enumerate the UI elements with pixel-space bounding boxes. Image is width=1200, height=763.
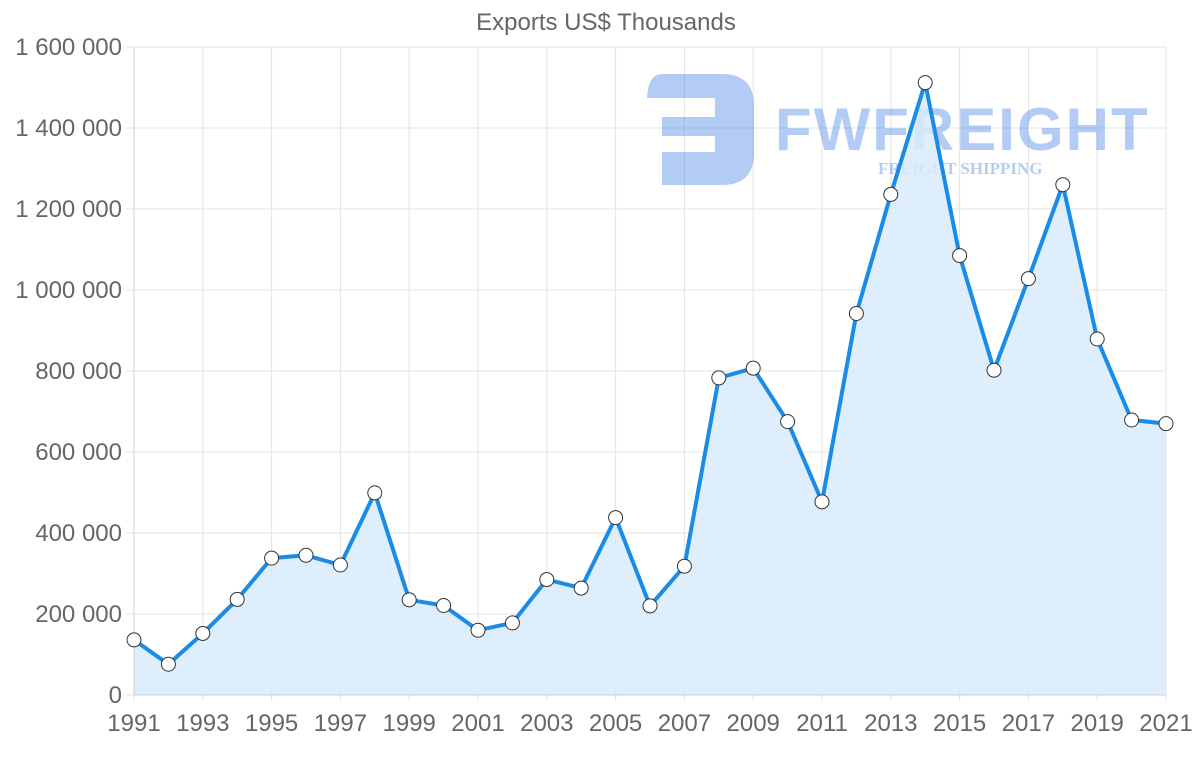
x-tick-label: 1995 — [245, 710, 298, 737]
data-point-2016[interactable] — [986, 362, 1002, 378]
data-point-2004[interactable] — [573, 580, 589, 596]
data-point-2002[interactable] — [504, 615, 520, 631]
x-tick-label: 2021 — [1139, 710, 1192, 737]
x-tick-label: 1997 — [314, 710, 367, 737]
data-point-2014[interactable] — [917, 75, 933, 91]
data-point-1997[interactable] — [332, 557, 348, 573]
x-tick-label: 2009 — [727, 710, 780, 737]
data-points — [126, 75, 1174, 672]
data-point-2019[interactable] — [1089, 331, 1105, 347]
data-point-2007[interactable] — [676, 558, 692, 574]
fwfreight-logo-icon — [647, 74, 754, 185]
data-point-1995[interactable] — [264, 550, 280, 566]
x-tick-label: 2017 — [1002, 710, 1055, 737]
x-tick-label: 2007 — [658, 710, 711, 737]
x-tick-label: 1999 — [383, 710, 436, 737]
data-point-1998[interactable] — [367, 485, 383, 501]
y-tick-label: 0 — [109, 682, 122, 709]
data-point-2008[interactable] — [711, 370, 727, 386]
data-point-2012[interactable] — [848, 305, 864, 321]
data-point-2001[interactable] — [470, 622, 486, 638]
data-point-2011[interactable] — [814, 494, 830, 510]
data-point-2018[interactable] — [1055, 177, 1071, 193]
x-tick-label: 2015 — [933, 710, 986, 737]
x-tick-label: 2011 — [796, 710, 848, 737]
data-point-2000[interactable] — [436, 597, 452, 613]
y-tick-label: 1 000 000 — [15, 277, 122, 304]
data-point-2009[interactable] — [745, 360, 761, 376]
x-tick-label: 2019 — [1071, 710, 1124, 737]
data-point-2020[interactable] — [1124, 412, 1140, 428]
data-point-1999[interactable] — [401, 592, 417, 608]
watermark-brand: FWFREIGHT — [775, 96, 1150, 163]
data-point-1991[interactable] — [126, 632, 142, 648]
y-tick-label: 800 000 — [35, 358, 122, 385]
data-point-2003[interactable] — [539, 572, 555, 588]
area-fill-shape — [134, 82, 1166, 696]
data-point-1992[interactable] — [160, 656, 176, 672]
data-point-2010[interactable] — [780, 414, 796, 430]
y-tick-label: 1 600 000 — [15, 34, 122, 61]
data-point-2005[interactable] — [608, 510, 624, 526]
y-tick-label: 1 200 000 — [15, 196, 122, 223]
chart-title: Exports US$ Thousands — [476, 9, 736, 36]
y-tick-label: 200 000 — [35, 601, 122, 628]
x-tick-label: 1993 — [176, 710, 229, 737]
x-tick-label: 2003 — [520, 710, 573, 737]
data-point-1994[interactable] — [229, 591, 245, 607]
x-tick-label: 2013 — [864, 710, 917, 737]
x-tick-label: 1991 — [107, 710, 160, 737]
axes: 1991 1993 1995 1997 1999 2001 2003 2005 2007 2009… — [15, 34, 1192, 737]
area-fill — [134, 82, 1166, 696]
x-tick-label: 2005 — [589, 710, 642, 737]
y-tick-label: 600 000 — [35, 439, 122, 466]
y-tick-label: 400 000 — [35, 520, 122, 547]
x-tick-label: 2001 — [451, 710, 504, 737]
data-point-2006[interactable] — [642, 598, 658, 614]
y-tick-label: 1 400 000 — [15, 115, 122, 142]
data-point-1993[interactable] — [195, 625, 211, 641]
data-point-2013[interactable] — [883, 186, 899, 202]
data-point-2017[interactable] — [1020, 271, 1036, 287]
data-point-2021[interactable] — [1158, 416, 1174, 432]
data-point-2015[interactable] — [952, 248, 968, 264]
data-point-1996[interactable] — [298, 547, 314, 563]
